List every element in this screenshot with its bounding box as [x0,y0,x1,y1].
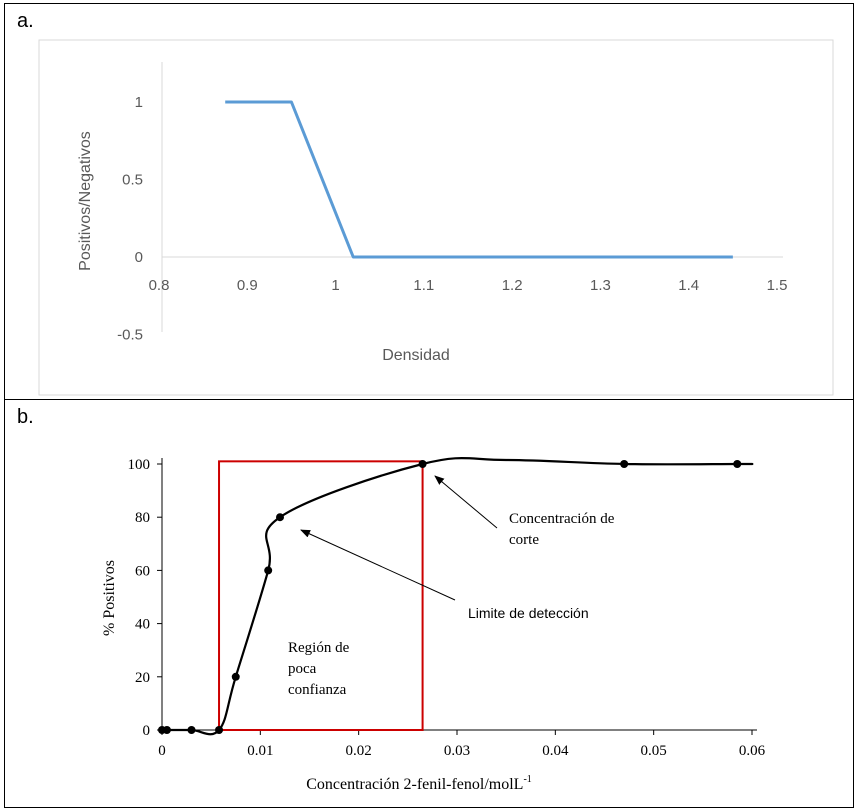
region-annotation-line: poca [288,661,317,677]
chart-b-x-axis-label-text: Concentración 2-fenil-fenol/molL [306,776,523,793]
chart-b-x-tick-label: 0.02 [346,743,372,759]
chart-b-x-axis-label-sup: -1 [523,774,531,785]
chart-a-x-tick-label: 0.8 [149,277,170,294]
chart-a-x-tick-label: 1.2 [502,277,523,294]
detection-limit-annotation: Limite de detección [468,605,589,621]
panel-label-b: b. [17,406,34,428]
chart-b-y-tick-label: 0 [143,723,151,739]
chart-b-svg: 0 0.01 0.02 0.03 0.04 0.05 0.06 0 20 40 60 80 100 R… [101,457,766,793]
chart-panel-b: b. 0 0.01 0.02 0.03 0.04 0.05 0.06 0 20 40 60 80 10… [4,399,854,808]
detection-limit-arrow [300,529,456,601]
chart-a-x-tick-label: 1.1 [413,277,434,294]
chart-a-y-tick-label: -0.5 [117,327,143,344]
chart-b-y-tick-label: 80 [135,510,150,526]
chart-b-x-tick-label: 0.03 [444,743,470,759]
chart-a-plot-frame [38,39,834,396]
chart-a-y-tick-label: 0.5 [122,172,143,189]
cutoff-annotation-line: Concentración de [509,511,615,527]
panel-label-a: a. [17,10,34,32]
chart-b-x-tick-label: 0.05 [641,743,667,759]
chart-b-data-point [264,566,273,575]
chart-a-y-axis-label: Positivos/Negativos [77,131,94,271]
region-annotation-line: Región de [288,640,350,656]
chart-b-y-tick-label: 20 [135,670,150,686]
chart-b-data-point [162,726,171,734]
chart-b-series-curve [162,457,754,736]
chart-b-data-point [187,726,196,734]
chart-b-data-point [215,726,224,734]
chart-b-data-point [733,460,742,468]
chart-b-y-tick-label: 40 [135,617,150,633]
chart-b-x-tick-label: 0.06 [739,743,766,759]
chart-b-data-point [620,460,629,468]
chart-b-y-tick-label: 60 [135,563,150,579]
chart-a-x-axis-label: Densidad [382,347,450,364]
chart-a-x-tick-label: 1.5 [767,277,788,294]
chart-b-data-point [276,513,284,522]
cutoff-arrow [434,475,498,529]
chart-b-x-tick-label: 0 [158,743,166,759]
chart-b-x-tick-label: 0.01 [247,743,273,759]
chart-a-y-tick-label: 1 [135,94,143,111]
chart-a-x-tick-label: 1.3 [590,277,611,294]
chart-a-series-line [225,100,733,259]
chart-a-svg: 0.8 0.9 1 1.1 1.2 1.3 1.4 1.5 -0.5 0 0.5 1 Densida… [38,39,834,396]
chart-a-y-tick-label: 0 [135,249,143,266]
chart-a-x-tick-label: 1 [331,277,339,294]
chart-panel-a: a. 0.8 0.9 1 1.1 1.2 1.3 1.4 1.5 -0.5 0 0.5 1 Dens… [4,3,854,400]
chart-b-x-axis-label: Concentración 2-fenil-fenol/molL-1 [306,774,532,793]
chart-b-x-tick-label: 0.04 [542,743,569,759]
chart-a-x-tick-label: 0.9 [237,277,258,294]
region-annotation-line: confianza [288,682,347,698]
chart-b-y-tick-label: 100 [128,457,151,473]
chart-b-y-axis-label: % Positivos [101,560,118,636]
cutoff-annotation-line: corte [509,532,539,548]
chart-b-data-point [418,460,427,468]
low-confidence-region-box [218,460,424,732]
chart-b-data-point [231,672,240,681]
chart-a-x-tick-label: 1.4 [678,277,699,294]
